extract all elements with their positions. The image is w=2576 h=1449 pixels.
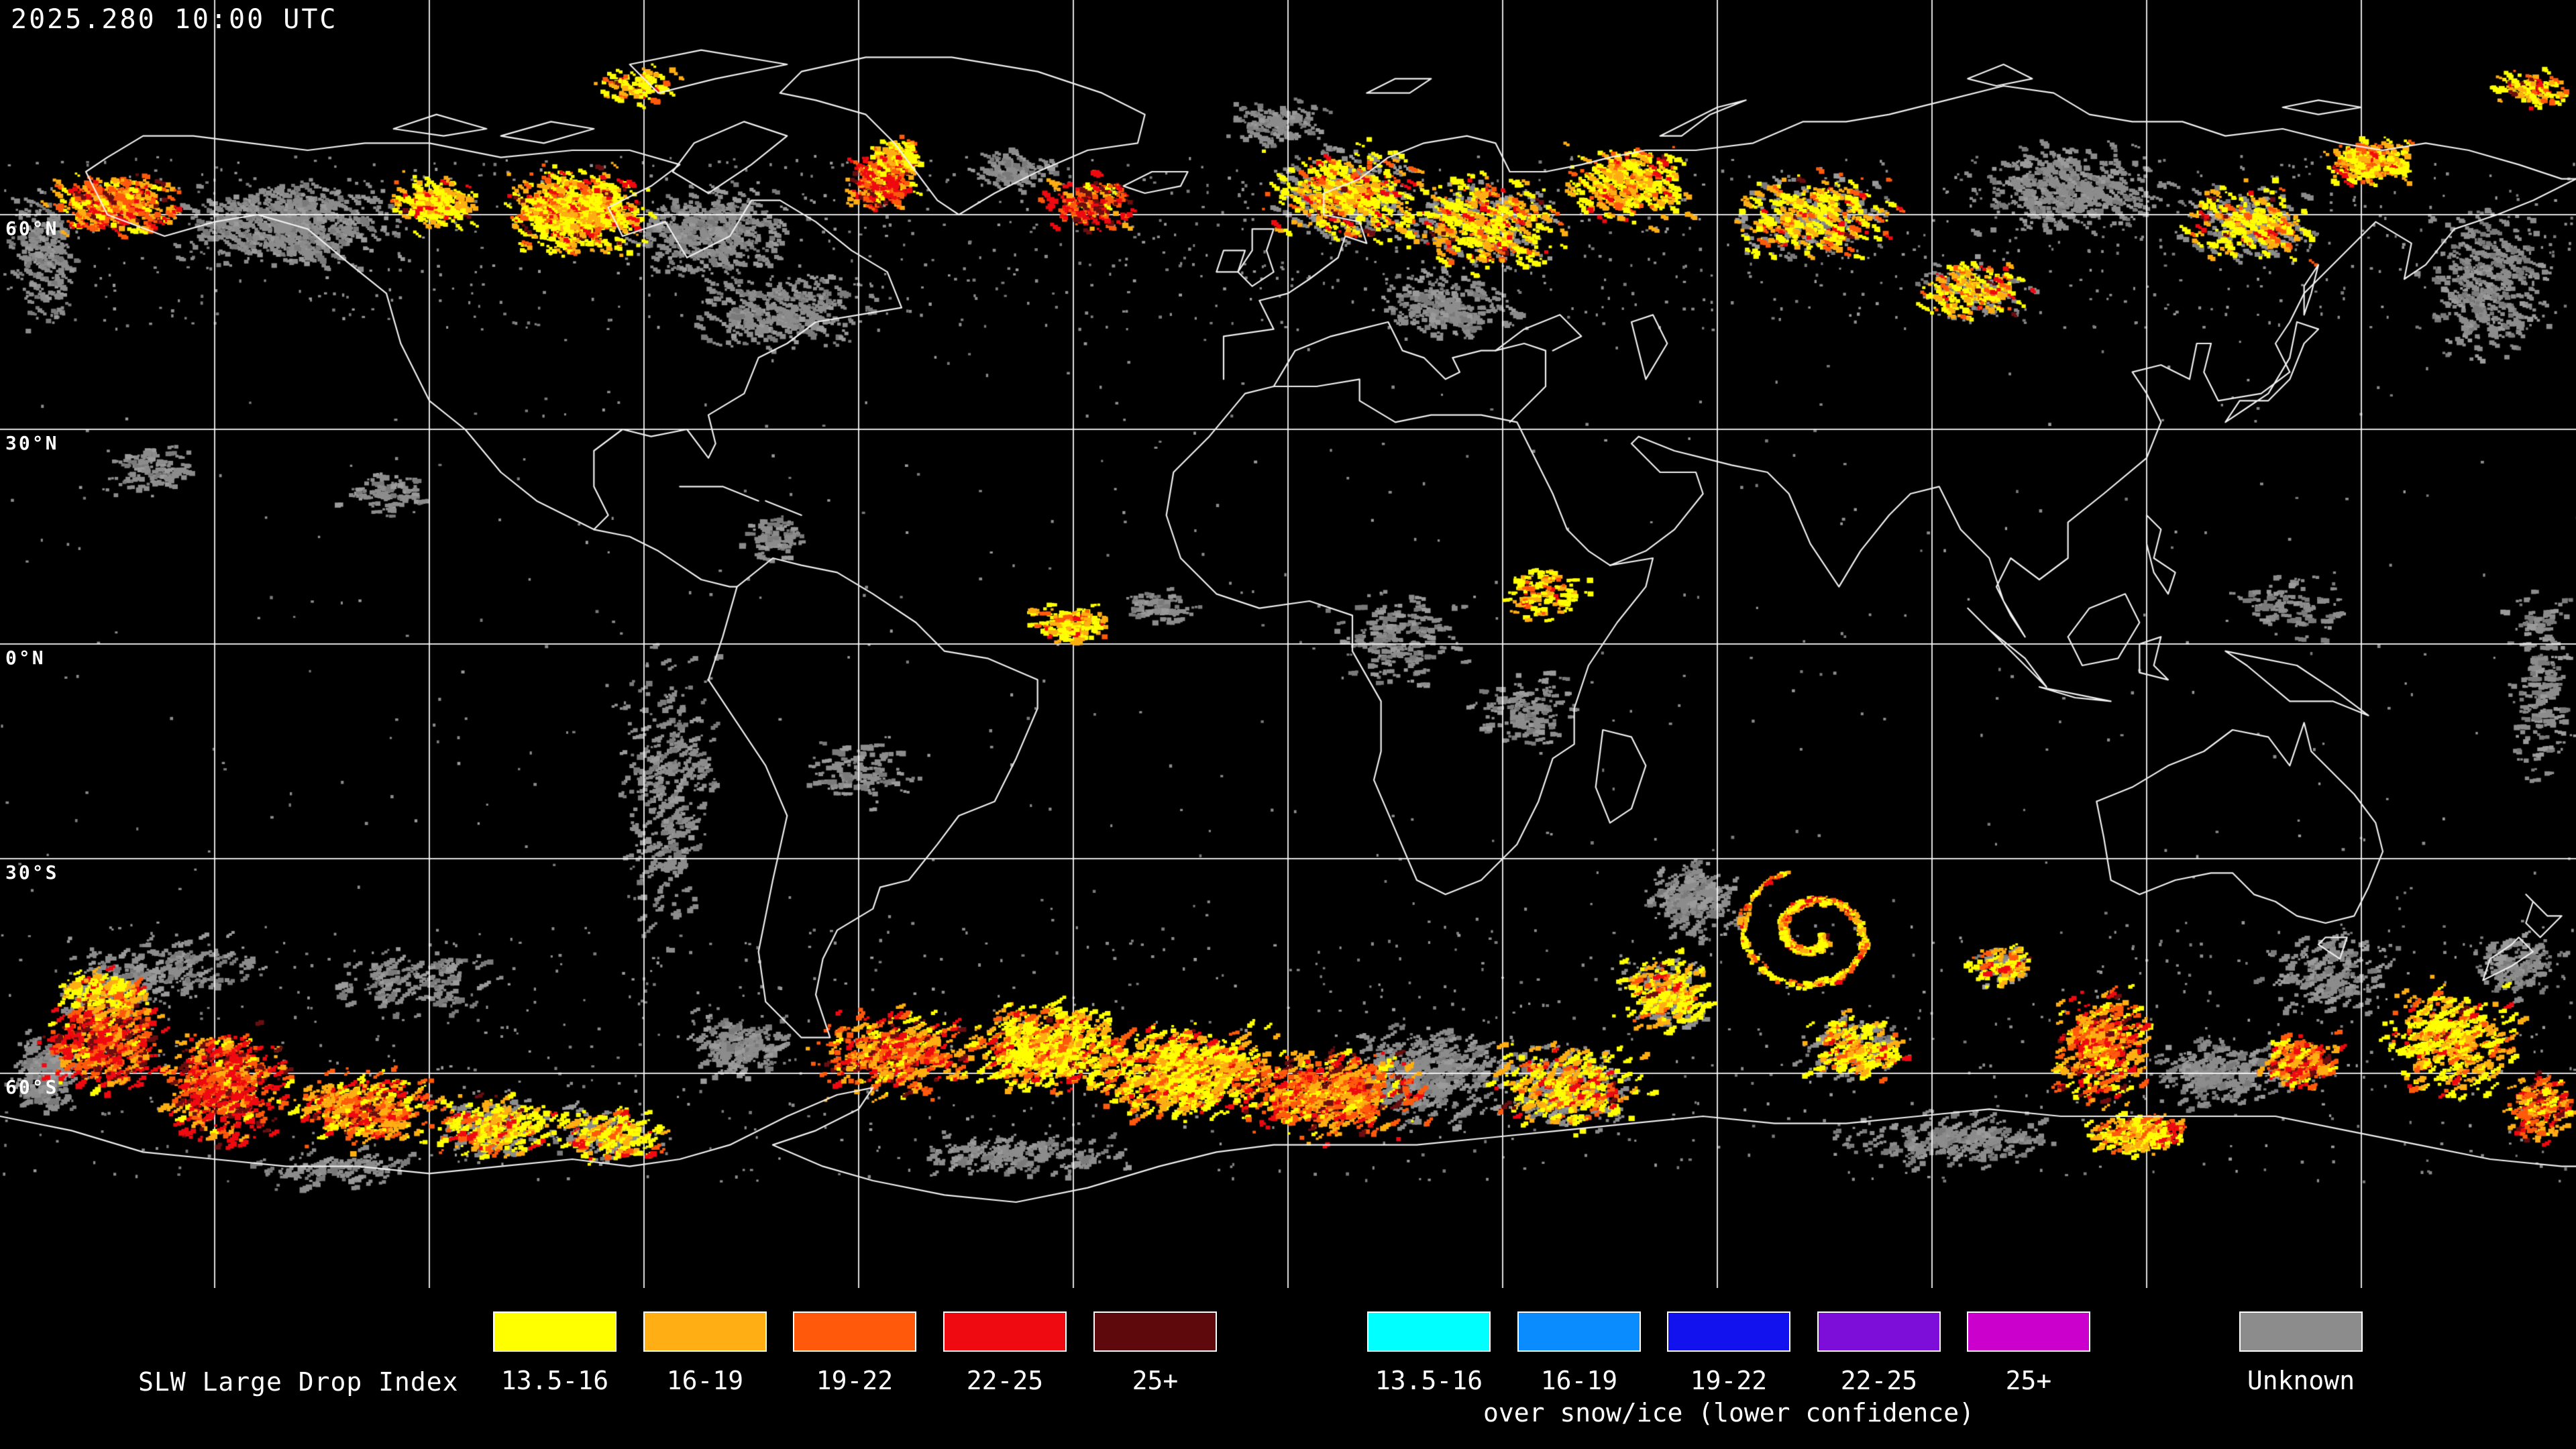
latitude-label-60s: 60°S [5, 1076, 59, 1098]
latitude-label-30n: 30°N [5, 432, 59, 454]
legend-label-unknown: Unknown [2247, 1366, 2355, 1395]
legend-swatch-clear-1 [493, 1311, 616, 1352]
latitude-label-0n: 0°N [5, 647, 46, 669]
legend-caption-snow-ice: over snow/ice (lower confidence) [1483, 1398, 1975, 1428]
legend-swatch-snowice-2 [1517, 1311, 1641, 1352]
legend-label-snowice-1: 13.5-16 [1375, 1366, 1483, 1395]
legend-label-snowice-5: 25+ [2005, 1366, 2052, 1395]
legend-swatch-snowice-4 [1817, 1311, 1941, 1352]
world-map-canvas [0, 0, 2576, 1288]
legend-label-clear-4: 22-25 [966, 1366, 1044, 1395]
legend-swatch-clear-5 [1093, 1311, 1217, 1352]
timestamp: 2025.280 10:00 UTC [11, 4, 338, 35]
legend-label-clear-3: 19-22 [816, 1366, 894, 1395]
legend-swatch-snowice-3 [1667, 1311, 1790, 1352]
legend-label-snowice-3: 19-22 [1690, 1366, 1768, 1395]
legend-label-snowice-4: 22-25 [1840, 1366, 1918, 1395]
legend-label-clear-2: 16-19 [666, 1366, 744, 1395]
legend-swatch-snowice-5 [1967, 1311, 2090, 1352]
legend-title: SLW Large Drop Index [138, 1367, 459, 1397]
legend-label-clear-5: 25+ [1132, 1366, 1179, 1395]
legend-swatch-clear-2 [643, 1311, 767, 1352]
legend-swatch-clear-3 [793, 1311, 916, 1352]
legend-label-clear-1: 13.5-16 [500, 1366, 609, 1395]
legend-label-snowice-2: 16-19 [1540, 1366, 1618, 1395]
legend-swatch-snowice-1 [1367, 1311, 1491, 1352]
legend-swatch-clear-4 [943, 1311, 1067, 1352]
legend-swatch-unknown [2239, 1311, 2363, 1352]
latitude-label-60n: 60°N [5, 217, 59, 239]
latitude-label-30s: 30°S [5, 861, 59, 883]
